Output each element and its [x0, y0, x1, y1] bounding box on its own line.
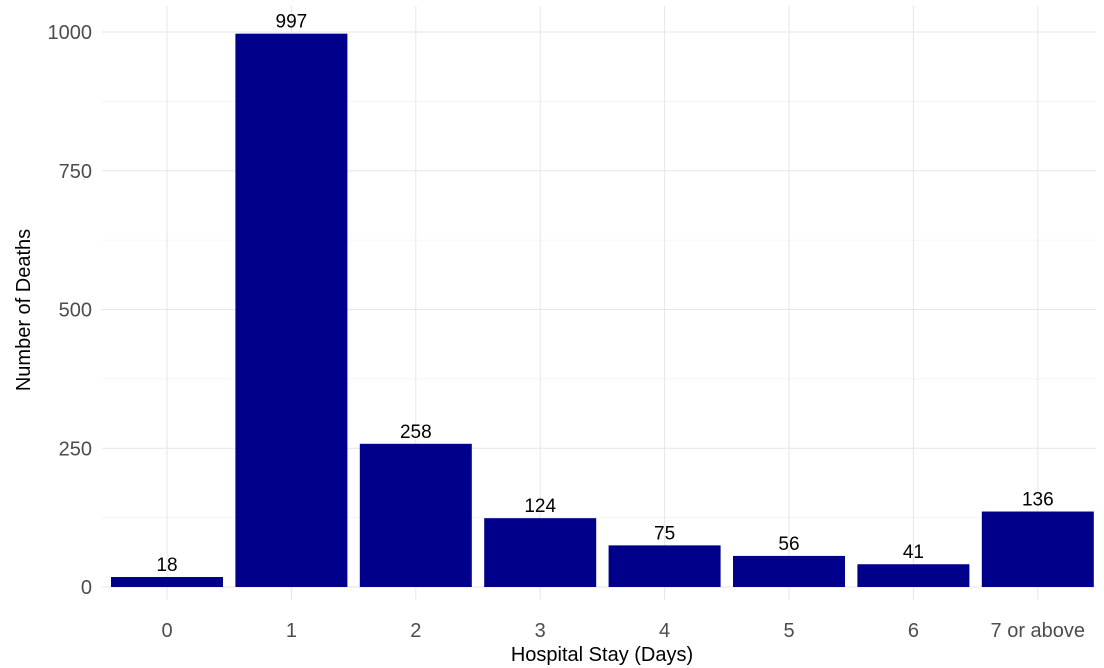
- x-tick-label: 2: [410, 620, 421, 642]
- data-label: 75: [654, 523, 675, 544]
- y-axis-title: Number of Deaths: [13, 229, 35, 391]
- x-tick-label: 1: [286, 620, 297, 642]
- bar-0: [111, 577, 223, 587]
- data-label: 124: [524, 496, 556, 517]
- data-label: 136: [1022, 490, 1054, 511]
- x-axis-ticks: 0 1 2 3 4 5 6 7 or above: [161, 620, 1085, 642]
- data-label: 18: [156, 555, 177, 576]
- bar-6: [857, 564, 970, 587]
- data-label: 258: [400, 422, 432, 443]
- bar-4: [608, 545, 721, 587]
- data-label: 997: [276, 12, 308, 33]
- y-tick-label: 250: [59, 438, 92, 460]
- x-tick-label: 6: [908, 620, 919, 642]
- x-tick-label: 5: [783, 620, 794, 642]
- x-tick-label: 3: [535, 620, 546, 642]
- data-label: 41: [903, 542, 924, 563]
- bar-2: [359, 443, 472, 587]
- y-tick-label: 750: [59, 161, 92, 183]
- bar-5: [733, 555, 845, 587]
- bar-7-or-above: [981, 511, 1094, 587]
- x-tick-label: 0: [161, 620, 172, 642]
- data-label: 56: [778, 534, 799, 555]
- data-labels: 18 997 258 124 75 56 41 136: [156, 12, 1053, 576]
- x-axis-title: Hospital Stay (Days): [511, 644, 693, 666]
- y-tick-label: 500: [59, 300, 92, 322]
- x-tick-label: 7 or above: [991, 620, 1086, 642]
- y-axis-ticks: 0 250 500 750 1000: [48, 22, 93, 599]
- bar-1: [235, 33, 348, 588]
- x-tick-label: 4: [659, 620, 670, 642]
- bars: [111, 33, 1094, 588]
- bar-3: [484, 518, 597, 587]
- y-tick-label: 0: [81, 577, 92, 599]
- y-tick-label: 1000: [48, 22, 93, 44]
